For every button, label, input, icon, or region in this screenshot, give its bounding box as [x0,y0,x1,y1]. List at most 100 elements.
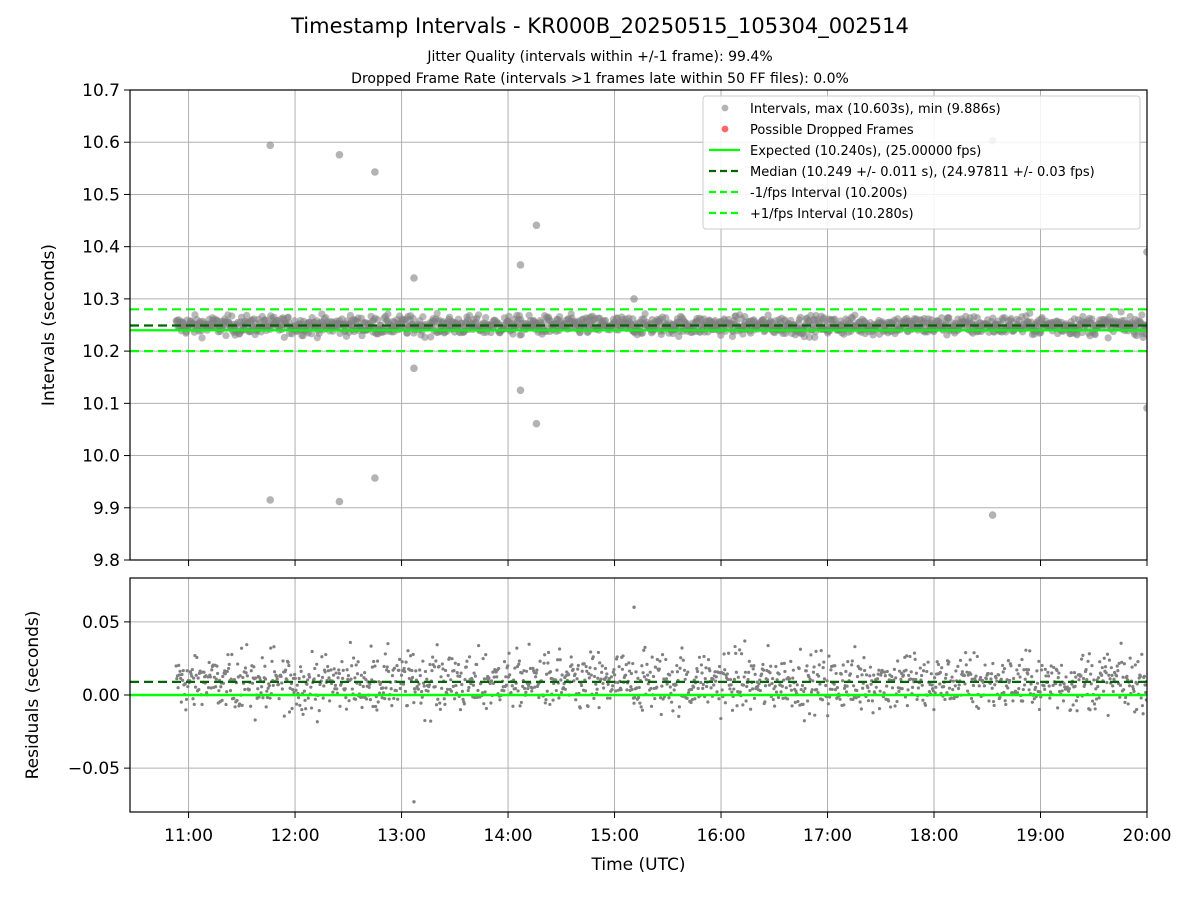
residual-point [1046,670,1050,674]
interval-outlier-point [410,274,418,282]
residual-point [288,686,292,690]
residual-point [394,689,398,693]
residual-point [573,672,577,676]
residual-point [256,687,260,691]
residual-point [984,677,988,681]
residual-point [344,707,349,711]
residual-point [1028,649,1032,653]
residual-point [912,651,917,655]
residual-point [236,662,240,666]
interval-outlier-point [371,168,379,176]
residual-point [483,690,487,694]
residuals-x-tick-label: 12:00 [271,826,320,846]
residual-point [277,697,281,701]
residual-point [1048,690,1053,694]
residual-point [249,704,253,708]
residual-point [756,684,760,688]
residual-point [885,684,889,688]
residual-point [560,673,564,677]
residual-point [420,690,424,694]
residual-point [422,684,426,688]
residual-point [905,704,909,708]
residual-point [936,662,941,667]
residual-point [416,687,420,691]
residual-point [477,643,481,648]
residual-point [999,677,1003,681]
residual-point [578,706,582,710]
residual-point [276,682,281,687]
residual-point [736,690,740,694]
residual-point [451,684,455,688]
residuals-x-tick-label: 19:00 [1016,826,1065,846]
residual-point [635,686,639,690]
residual-point [453,661,457,665]
residual-point [390,704,394,708]
residual-point [956,664,960,668]
residual-point [824,683,828,688]
residual-point [719,716,723,721]
residual-point [814,649,818,653]
residual-point [744,699,748,703]
residual-point [191,697,195,701]
residual-point [353,697,358,701]
residual-point [670,670,674,674]
residual-point [677,705,681,709]
residual-point [398,686,402,691]
residual-point [671,709,675,713]
residual-point [492,675,496,679]
residual-point [423,669,428,674]
residual-point [807,712,812,716]
residual-point [782,661,786,665]
residual-point [481,656,485,661]
residual-point [905,654,909,658]
residual-point [730,708,735,712]
residual-point [772,704,777,708]
legend-label: Possible Dropped Frames [750,123,914,138]
residual-point [790,704,794,708]
residual-point [230,652,234,657]
residual-point [947,660,951,664]
residual-point [220,698,224,702]
residual-point [504,683,509,687]
residual-point [763,684,768,688]
residual-point [649,704,654,708]
residual-point [1067,687,1071,691]
residual-point [557,696,561,700]
residual-point [995,679,999,683]
residual-point [367,685,371,689]
residual-point [412,687,417,691]
residual-point [570,663,574,667]
residual-point [589,673,593,677]
residual-point [738,648,742,652]
residual-point [504,675,508,679]
residual-point [543,653,547,657]
residual-point [658,659,662,663]
residual-point [859,707,863,711]
interval-point [629,315,637,323]
intervals-y-tick-label: 10.2 [82,342,120,362]
residual-point [427,683,431,687]
residual-point [603,666,608,671]
residuals-x-tick-label: 15:00 [590,826,639,846]
residual-point [599,677,603,681]
jitter-quality-subtitle: Jitter Quality (intervals within +/-1 fr… [427,49,773,65]
residual-point [360,705,364,710]
residual-point [425,677,429,681]
residual-point [254,676,258,680]
residual-point [392,666,397,670]
residual-point [938,670,942,674]
residual-point [1047,684,1051,688]
residual-point [487,676,491,680]
residual-point [438,701,442,705]
residual-point [554,688,558,693]
residual-point [299,669,303,673]
residual-point [223,672,227,676]
residual-point [533,685,537,689]
residual-point [659,712,663,717]
residual-point [643,645,647,649]
residual-point [913,657,917,661]
residual-point [381,686,385,690]
residual-point [655,685,659,689]
residual-point [1032,697,1036,701]
residual-point [1089,672,1093,676]
